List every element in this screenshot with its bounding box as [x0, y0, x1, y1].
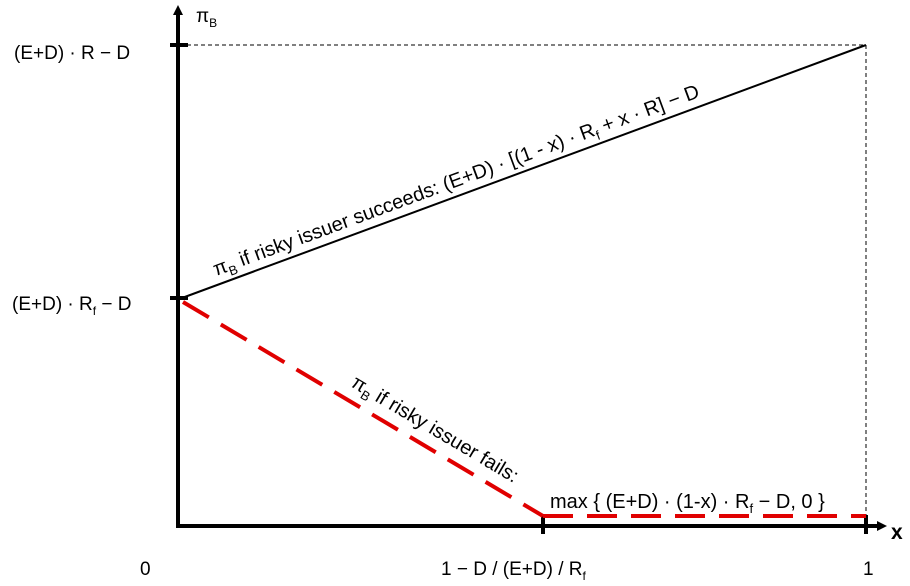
x-label-kink: 1 − D / (E+D) / Rf — [441, 559, 586, 583]
x-label-end: 1 — [863, 559, 874, 580]
fail-curve-label: πB if risky issuer fails: — [346, 371, 522, 490]
fail-formula-label: max { (E+D) · (1-x) · Rf − D, 0 } — [550, 491, 825, 516]
y-label-mid: (E+D) · Rf − D — [12, 294, 131, 318]
y-label-top: (E+D) · R − D — [14, 43, 130, 64]
x-label-origin: 0 — [140, 559, 151, 580]
success-payoff-line — [181, 44, 867, 299]
fail-payoff-line-declining — [181, 300, 545, 518]
x-axis-title: x — [891, 521, 903, 544]
y-axis-title: πB — [196, 6, 217, 30]
success-curve-label: πB if risky issuer succeeds: (E+D) · [(1… — [210, 81, 703, 284]
